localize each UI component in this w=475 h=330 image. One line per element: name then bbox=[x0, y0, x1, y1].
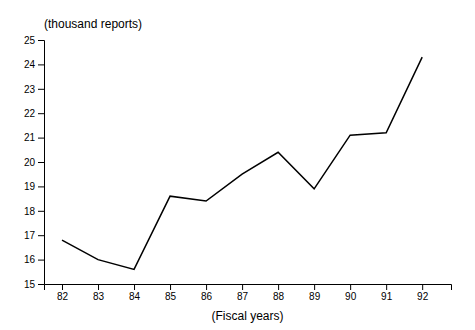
y-tick-label: 16 bbox=[24, 254, 36, 265]
y-tick: 25 bbox=[24, 35, 44, 46]
y-tick-mark bbox=[38, 64, 44, 65]
x-tick: 82 bbox=[57, 284, 69, 302]
x-tick: 86 bbox=[201, 284, 213, 302]
chart: 82 83 84 85 86 87 88 89 90 91 92 15 16 17 18 19 20 21 22 23… bbox=[0, 0, 475, 330]
y-tick-mark bbox=[38, 113, 44, 114]
y-tick: 22 bbox=[24, 108, 44, 119]
x-tick-label: 89 bbox=[309, 291, 321, 302]
y-tick: 20 bbox=[24, 157, 44, 168]
marks bbox=[62, 57, 422, 269]
y-tick-mark bbox=[38, 211, 44, 212]
x-tick-label: 90 bbox=[345, 291, 357, 302]
x-tick-label: 82 bbox=[57, 291, 69, 302]
x-tick-label: 88 bbox=[273, 291, 285, 302]
y-axis-line bbox=[38, 41, 45, 285]
x-tick-mark bbox=[422, 284, 423, 290]
y-tick: 19 bbox=[24, 181, 44, 192]
x-tick-mark bbox=[62, 284, 63, 290]
y-tick: 16 bbox=[24, 254, 44, 265]
x-axis: 82 83 84 85 86 87 88 89 90 91 92 bbox=[45, 284, 452, 302]
x-tick-mark bbox=[350, 284, 351, 290]
data-line bbox=[62, 57, 422, 269]
x-tick-mark bbox=[278, 284, 279, 290]
x-tick: 92 bbox=[417, 284, 429, 302]
x-axis-title: (Fiscal years) bbox=[211, 309, 283, 323]
y-axis-title: (thousand reports) bbox=[44, 17, 142, 31]
y-tick-mark bbox=[38, 138, 44, 139]
x-tick: 88 bbox=[273, 284, 285, 302]
y-tick: 24 bbox=[24, 59, 44, 70]
plot-area: 82 83 84 85 86 87 88 89 90 91 92 15 16 17 18 19 20 21 22 23… bbox=[24, 35, 452, 302]
y-tick-label: 18 bbox=[24, 206, 36, 217]
y-tick-label: 23 bbox=[24, 84, 36, 95]
y-tick-mark bbox=[38, 235, 44, 236]
y-tick-label: 17 bbox=[24, 230, 36, 241]
x-tick: 89 bbox=[309, 284, 321, 302]
x-tick-mark bbox=[170, 284, 171, 290]
y-tick: 23 bbox=[24, 84, 44, 95]
y-tick-mark bbox=[38, 260, 44, 261]
x-tick-label: 85 bbox=[165, 291, 177, 302]
x-tick: 91 bbox=[381, 284, 393, 302]
x-tick-mark bbox=[242, 284, 243, 290]
x-tick: 84 bbox=[129, 284, 141, 302]
x-tick-label: 91 bbox=[381, 291, 393, 302]
x-tick-mark bbox=[134, 284, 135, 290]
y-tick-label: 15 bbox=[24, 279, 36, 290]
x-tick: 85 bbox=[165, 284, 177, 302]
y-tick-mark bbox=[38, 186, 44, 187]
y-tick-mark bbox=[38, 40, 44, 41]
x-tick-label: 84 bbox=[129, 291, 141, 302]
x-tick: 90 bbox=[345, 284, 357, 302]
y-tick-mark bbox=[38, 162, 44, 163]
x-tick-label: 87 bbox=[237, 291, 249, 302]
x-tick-label: 83 bbox=[93, 291, 105, 302]
y-axis: 15 16 17 18 19 20 21 22 23 24 25 bbox=[24, 35, 45, 290]
x-tick-label: 92 bbox=[417, 291, 429, 302]
y-tick-mark bbox=[38, 89, 44, 90]
y-tick-label: 20 bbox=[24, 157, 36, 168]
y-tick: 18 bbox=[24, 206, 44, 217]
y-tick: 21 bbox=[24, 132, 44, 143]
x-tick: 83 bbox=[93, 284, 105, 302]
y-tick-label: 25 bbox=[24, 35, 36, 46]
x-tick-mark bbox=[206, 284, 207, 290]
x-tick-label: 86 bbox=[201, 291, 213, 302]
y-tick: 17 bbox=[24, 230, 44, 241]
x-tick-mark bbox=[314, 284, 315, 290]
y-tick-mark bbox=[38, 284, 44, 285]
y-tick-label: 21 bbox=[24, 132, 36, 143]
x-tick: 87 bbox=[237, 284, 249, 302]
y-tick-label: 24 bbox=[24, 59, 36, 70]
y-tick-label: 19 bbox=[24, 181, 36, 192]
x-axis-line bbox=[45, 285, 452, 291]
x-tick-mark bbox=[98, 284, 99, 290]
y-tick-label: 22 bbox=[24, 108, 36, 119]
x-tick-mark bbox=[386, 284, 387, 290]
y-tick: 15 bbox=[24, 279, 44, 290]
